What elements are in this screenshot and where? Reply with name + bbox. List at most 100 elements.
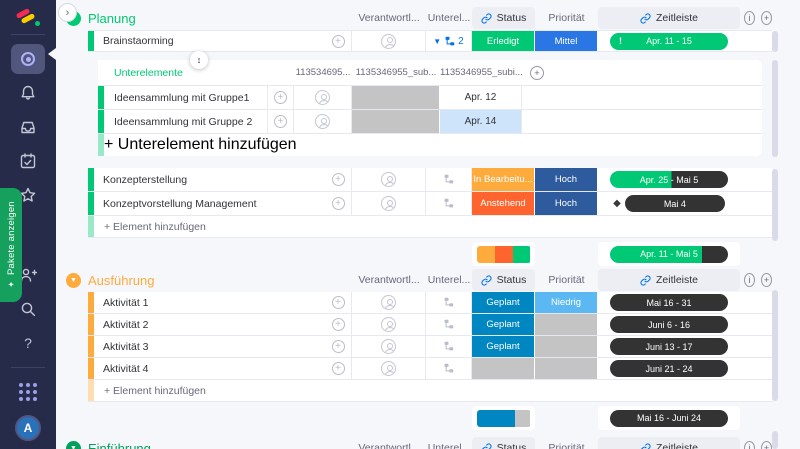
packages-banner[interactable]: ✦ Pakete anzeigen (0, 188, 22, 302)
item-name[interactable]: Konzeptvorstellung Management (103, 197, 257, 210)
info-icon[interactable]: i (744, 441, 755, 449)
add-subitem-column-button[interactable]: + (530, 65, 544, 80)
owner-cell[interactable] (352, 192, 426, 215)
priority-cell-empty[interactable] (535, 336, 598, 357)
column-header-priority[interactable]: Priorität (548, 274, 585, 286)
timeline-cell[interactable]: Juni 21 - 24 (598, 358, 740, 379)
owner-cell[interactable] (352, 168, 426, 191)
monday-logo[interactable] (15, 8, 41, 27)
subitem-column-owner[interactable]: 113534695... (295, 67, 351, 78)
add-column-button[interactable]: + (761, 11, 772, 25)
subitems-cell[interactable]: ▼ 2 (426, 31, 472, 51)
owner-cell[interactable] (352, 314, 426, 335)
column-header-subitems[interactable]: Unterel... (427, 274, 471, 286)
status-cell-empty[interactable] (352, 86, 440, 109)
status-cell[interactable]: Erledigt (472, 31, 535, 51)
item-name[interactable]: Konzepterstellung (103, 173, 188, 186)
add-update-button[interactable]: + (268, 110, 294, 133)
group-collapse-icon[interactable]: ▼ (66, 440, 81, 449)
subitems-sort-button[interactable]: ↕ (190, 51, 208, 69)
timeline-cell[interactable]: ! Apr. 11 - 15 (598, 31, 740, 51)
group-collapse-icon[interactable]: ▼ (66, 272, 81, 288)
column-header-timeline[interactable]: Zeitleiste (598, 437, 740, 449)
column-header-subitems[interactable]: Unterel... (427, 442, 471, 449)
subitems-title[interactable]: Unterelemente (114, 66, 183, 79)
status-cell[interactable]: Geplant (472, 336, 535, 357)
sidebar-item-search[interactable] (11, 294, 45, 324)
item-name[interactable]: Aktivität 4 (103, 362, 149, 375)
subitems-cell[interactable] (426, 314, 472, 335)
column-header-owner[interactable]: Verantwortl... (358, 12, 420, 24)
scrollbar[interactable] (772, 31, 778, 52)
column-header-timeline[interactable]: Zeitleiste (598, 7, 740, 29)
column-header-owner[interactable]: Verantwortl... (358, 274, 420, 286)
add-subitem-row[interactable]: + Unterelement hinzufügen (98, 134, 762, 156)
subitem-column-status[interactable]: 1135346955_sub... (355, 67, 437, 78)
add-item-row[interactable]: + Element hinzufügen (88, 380, 772, 402)
sidebar-item-notifications[interactable] (11, 78, 45, 108)
column-header-priority[interactable]: Priorität (548, 442, 585, 449)
status-cell[interactable]: Anstehend (472, 192, 535, 215)
timeline-cell[interactable]: Juni 6 - 16 (598, 314, 740, 335)
item-name[interactable]: Aktivität 1 (103, 296, 149, 309)
column-header-timeline[interactable]: Zeitleiste (598, 269, 740, 291)
sidebar-item-apps[interactable] (11, 377, 45, 407)
owner-cell[interactable] (352, 292, 426, 313)
scrollbar[interactable] (772, 290, 778, 401)
sidebar-item-inbox[interactable] (11, 112, 45, 142)
status-summary[interactable] (472, 406, 535, 430)
info-icon[interactable]: i (744, 11, 755, 25)
column-header-status[interactable]: Status (472, 437, 535, 449)
add-update-button[interactable]: + (325, 34, 351, 48)
priority-cell[interactable]: Hoch (535, 192, 598, 215)
add-update-button[interactable]: + (268, 86, 294, 109)
timeline-summary[interactable]: Mai 16 - Juni 24 (598, 406, 740, 430)
date-cell-selected[interactable]: Apr. 14 (440, 110, 522, 133)
status-cell[interactable]: Geplant (472, 314, 535, 335)
priority-cell[interactable]: Mittel (535, 31, 598, 51)
timeline-cell[interactable]: Juni 13 - 17 (598, 336, 740, 357)
group-title[interactable]: Einführung (88, 440, 151, 449)
add-column-button[interactable]: + (761, 441, 772, 449)
subitems-cell[interactable] (426, 292, 472, 313)
column-header-subitems[interactable]: Unterel... (427, 12, 471, 24)
owner-cell[interactable] (352, 31, 426, 51)
group-title[interactable]: Ausführung (88, 272, 155, 288)
subitems-cell[interactable] (426, 192, 472, 215)
subitems-cell[interactable] (426, 358, 472, 379)
subitems-cell[interactable] (426, 168, 472, 191)
sidebar-item-favorites[interactable] (11, 180, 45, 210)
status-cell[interactable]: In Bearbeitu... (472, 168, 535, 191)
item-name[interactable]: Brainstaorming (103, 35, 174, 47)
add-item-row[interactable]: + Element hinzufügen (88, 216, 772, 238)
sidebar-item-my-work[interactable] (11, 146, 45, 176)
item-name[interactable]: Aktivität 3 (103, 340, 149, 353)
status-cell-empty[interactable] (472, 358, 535, 379)
column-header-status[interactable]: Status (472, 269, 535, 291)
add-update-button[interactable]: + (325, 362, 351, 375)
subitems-cell[interactable] (426, 336, 472, 357)
timeline-cell[interactable]: Mai 16 - 31 (598, 292, 740, 313)
priority-cell-empty[interactable] (535, 314, 598, 335)
priority-cell[interactable]: Niedrig (535, 292, 598, 313)
scrollbar[interactable] (772, 431, 778, 449)
owner-cell[interactable] (294, 110, 352, 133)
column-header-status[interactable]: Status (472, 7, 535, 29)
column-header-priority[interactable]: Priorität (548, 12, 585, 24)
status-cell-empty[interactable] (352, 110, 440, 133)
column-header-owner[interactable]: Verantwortl... (358, 442, 420, 449)
sidebar-item-invite-members[interactable] (11, 260, 45, 290)
add-column-button[interactable]: + (761, 273, 772, 287)
add-update-button[interactable]: + (325, 318, 351, 331)
subitem-name[interactable]: Ideensammlung mit Gruppe1 (104, 86, 268, 109)
scrollbar[interactable] (772, 169, 778, 241)
owner-cell[interactable] (352, 336, 426, 357)
priority-cell-empty[interactable] (535, 358, 598, 379)
sidebar-expand-button[interactable]: › (58, 3, 77, 22)
timeline-summary[interactable]: Apr. 11 - Mai 5 (598, 242, 740, 266)
subitem-column-date[interactable]: 1135346955_subi... (440, 67, 523, 78)
timeline-cell[interactable]: Apr. 25 - Mai 5 (598, 168, 740, 191)
priority-cell[interactable]: Hoch (535, 168, 598, 191)
status-cell[interactable]: Geplant (472, 292, 535, 313)
add-update-button[interactable]: + (325, 296, 351, 309)
